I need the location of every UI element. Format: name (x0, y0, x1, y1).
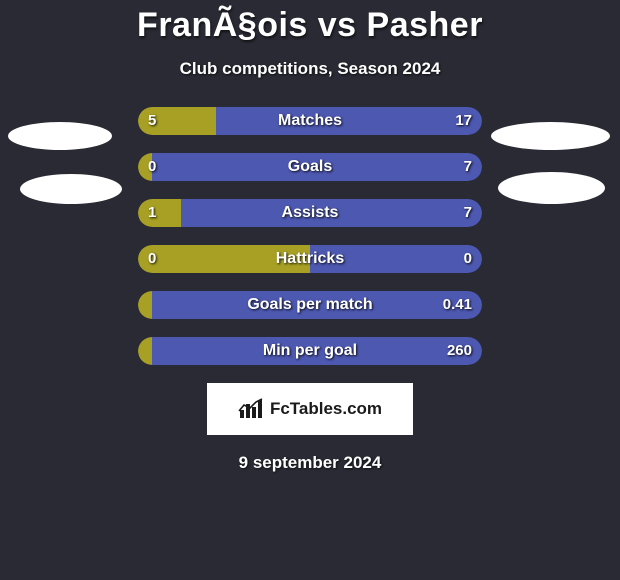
stat-bar-track (138, 107, 482, 135)
stat-bar-track (138, 153, 482, 181)
stat-value-right: 0.41 (443, 291, 472, 319)
stat-value-left: 5 (148, 107, 156, 135)
stat-row: Min per goal260 (0, 337, 620, 365)
stat-bar-right (216, 107, 482, 135)
placeholder-ellipse (20, 174, 122, 204)
page-title: FranÃ§ois vs Pasher (0, 0, 620, 45)
chart-icon (238, 398, 264, 420)
subtitle: Club competitions, Season 2024 (0, 59, 620, 79)
stat-value-right: 7 (464, 153, 472, 181)
stat-value-left: 0 (148, 245, 156, 273)
date-label: 9 september 2024 (0, 453, 620, 473)
stat-value-left: 1 (148, 199, 156, 227)
placeholder-ellipse (8, 122, 112, 150)
comparison-infographic: FranÃ§ois vs Pasher Club competitions, S… (0, 0, 620, 580)
stat-bar-right (310, 245, 482, 273)
stat-value-right: 260 (447, 337, 472, 365)
logo-text: FcTables.com (270, 399, 382, 419)
stat-bar-right (152, 291, 482, 319)
stat-bar-track (138, 199, 482, 227)
stat-row: Goals per match0.41 (0, 291, 620, 319)
stat-bar-track (138, 245, 482, 273)
stat-row: Hattricks00 (0, 245, 620, 273)
stat-bar-left (138, 245, 310, 273)
stat-bar-track (138, 291, 482, 319)
stat-value-right: 7 (464, 199, 472, 227)
placeholder-ellipse (498, 172, 605, 204)
stat-bar-left (138, 337, 152, 365)
stat-row: Assists17 (0, 199, 620, 227)
placeholder-ellipse (491, 122, 610, 150)
stat-bar-right (181, 199, 482, 227)
stat-bar-left (138, 199, 181, 227)
stat-bar-left (138, 291, 152, 319)
stat-value-left: 0 (148, 153, 156, 181)
stat-bar-right (152, 153, 482, 181)
fctables-logo: FcTables.com (207, 383, 413, 435)
stat-value-right: 17 (455, 107, 472, 135)
stat-value-right: 0 (464, 245, 472, 273)
stat-bar-track (138, 337, 482, 365)
stat-bar-right (152, 337, 482, 365)
